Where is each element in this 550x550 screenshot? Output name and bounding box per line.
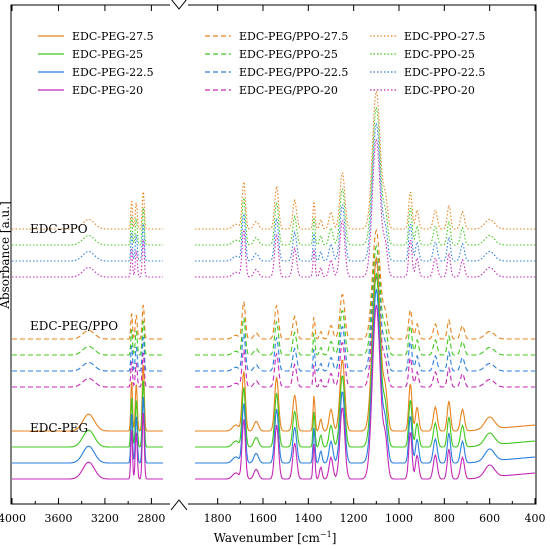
axis-break-marker — [171, 0, 187, 10]
x-tick-label: 1200 — [340, 512, 368, 525]
spectrum-line — [12, 413, 163, 480]
spectrum-line — [12, 207, 163, 246]
axis-break-gap — [170, 3, 188, 7]
x-tick-label: 400 — [525, 512, 546, 525]
spectrum-line — [195, 139, 535, 278]
x-tick-label: 800 — [434, 512, 455, 525]
x-tick-label: 1800 — [204, 512, 232, 525]
spectrum-line — [12, 381, 163, 448]
spectrum-line — [12, 365, 163, 432]
x-tick-label: 1400 — [294, 512, 322, 525]
legend-label: EDC-PEG/PPO-20 — [239, 84, 338, 97]
axis-break-marker — [170, 499, 188, 511]
spectrum-line — [195, 260, 535, 372]
x-tick-label: 3600 — [44, 512, 72, 525]
plot-content — [12, 91, 536, 480]
spectrum-line — [195, 276, 535, 388]
spectrum-line — [12, 352, 163, 388]
spectrum-line — [195, 123, 535, 262]
spectrum-line — [12, 336, 163, 372]
x-axis-title: Wavenumber [cm−1] — [214, 530, 337, 545]
legend-label: EDC-PEG/PPO-25 — [239, 48, 338, 61]
x-tick-label: 600 — [479, 512, 500, 525]
legend-label: EDC-PPO-20 — [404, 84, 475, 97]
x-tick-label: 3200 — [91, 512, 119, 525]
x-tick-label: 2800 — [137, 512, 165, 525]
group-label: EDC-PEG — [30, 421, 88, 435]
group-label: EDC-PEG/PPO — [30, 319, 118, 333]
spectrum-line — [12, 397, 163, 464]
legend-label: EDC-PEG/PPO-22.5 — [239, 66, 348, 79]
spectrum-line — [12, 223, 163, 262]
group-label: EDC-PPO — [30, 222, 88, 236]
x-axis-title-main: Wavenumber [cm — [214, 531, 321, 545]
x-tick-label: 1000 — [385, 512, 413, 525]
spectrum-line — [195, 91, 535, 230]
spectrum-line — [195, 256, 536, 432]
spectrum-line — [12, 239, 163, 278]
x-axis: 4000 3600 3200 2800 1800 1600 1400 1200 1000 800 6… — [0, 0, 546, 525]
x-axis-title-sup: −1 — [320, 530, 332, 539]
legend: EDC-PEG-27.5 EDC-PEG-25 EDC-PEG-22.5 EDC-PE… — [38, 30, 485, 97]
legend-label: EDC-PEG-20 — [72, 84, 143, 97]
spectrum-line — [195, 244, 535, 356]
spectrum-line — [195, 288, 536, 464]
group-labels: EDC-PPO EDC-PEG/PPO EDC-PEG — [30, 222, 118, 435]
x-tick-label: 1600 — [249, 512, 277, 525]
spectrum-line — [12, 191, 163, 230]
legend-label: EDC-PEG-25 — [72, 48, 143, 61]
legend-label: EDC-PEG-22.5 — [72, 66, 154, 79]
x-tick-label: 4000 — [0, 512, 26, 525]
legend-label: EDC-PEG-27.5 — [72, 30, 154, 43]
legend-label: EDC-PPO-27.5 — [404, 30, 485, 43]
spectrum-line — [195, 304, 536, 480]
spectrum-line — [195, 272, 536, 448]
x-axis-title-end: ] — [332, 531, 337, 545]
spectrum-line — [12, 320, 163, 356]
legend-label: EDC-PPO-22.5 — [404, 66, 485, 79]
y-axis-title: Absorbance [a.u.] — [0, 201, 12, 310]
legend-label: EDC-PEG/PPO-27.5 — [239, 30, 348, 43]
legend-label: EDC-PPO-25 — [404, 48, 475, 61]
spectrum-line — [12, 304, 163, 340]
axis-break-gap — [170, 502, 188, 506]
spectrum-line — [195, 107, 535, 246]
plot-frame — [10, 4, 537, 505]
spectrum-line — [195, 228, 535, 340]
